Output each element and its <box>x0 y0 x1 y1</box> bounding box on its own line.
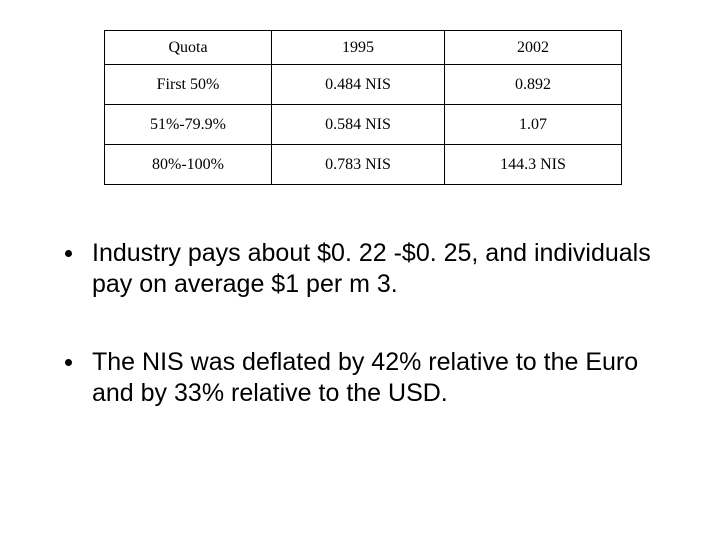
quota-table-container: Quota 1995 2002 First 50% 0.484 NIS 0.89… <box>104 30 622 185</box>
cell-2002-2: 144.3 NIS <box>445 145 622 185</box>
header-cell-2002: 2002 <box>445 31 622 65</box>
bullet-list: Industry pays about $0. 22 -$0. 25, and … <box>65 238 660 456</box>
bullet-text-1: The NIS was deflated by 42% relative to … <box>92 347 660 408</box>
cell-1995-1: 0.584 NIS <box>272 105 445 145</box>
bullet-dot-icon <box>65 359 72 366</box>
cell-quota-1: 51%-79.9% <box>105 105 272 145</box>
bullet-item-0: Industry pays about $0. 22 -$0. 25, and … <box>65 238 660 299</box>
cell-1995-0: 0.484 NIS <box>272 65 445 105</box>
cell-1995-2: 0.783 NIS <box>272 145 445 185</box>
table-row: 51%-79.9% 0.584 NIS 1.07 <box>105 105 622 145</box>
bullet-dot-icon <box>65 250 72 257</box>
header-cell-quota: Quota <box>105 31 272 65</box>
quota-table: Quota 1995 2002 First 50% 0.484 NIS 0.89… <box>104 30 622 185</box>
cell-quota-0: First 50% <box>105 65 272 105</box>
bullet-item-1: The NIS was deflated by 42% relative to … <box>65 347 660 408</box>
header-cell-1995: 1995 <box>272 31 445 65</box>
table-header-row: Quota 1995 2002 <box>105 31 622 65</box>
table-row: 80%-100% 0.783 NIS 144.3 NIS <box>105 145 622 185</box>
cell-2002-0: 0.892 <box>445 65 622 105</box>
bullet-text-0: Industry pays about $0. 22 -$0. 25, and … <box>92 238 660 299</box>
cell-2002-1: 1.07 <box>445 105 622 145</box>
cell-quota-2: 80%-100% <box>105 145 272 185</box>
table-row: First 50% 0.484 NIS 0.892 <box>105 65 622 105</box>
